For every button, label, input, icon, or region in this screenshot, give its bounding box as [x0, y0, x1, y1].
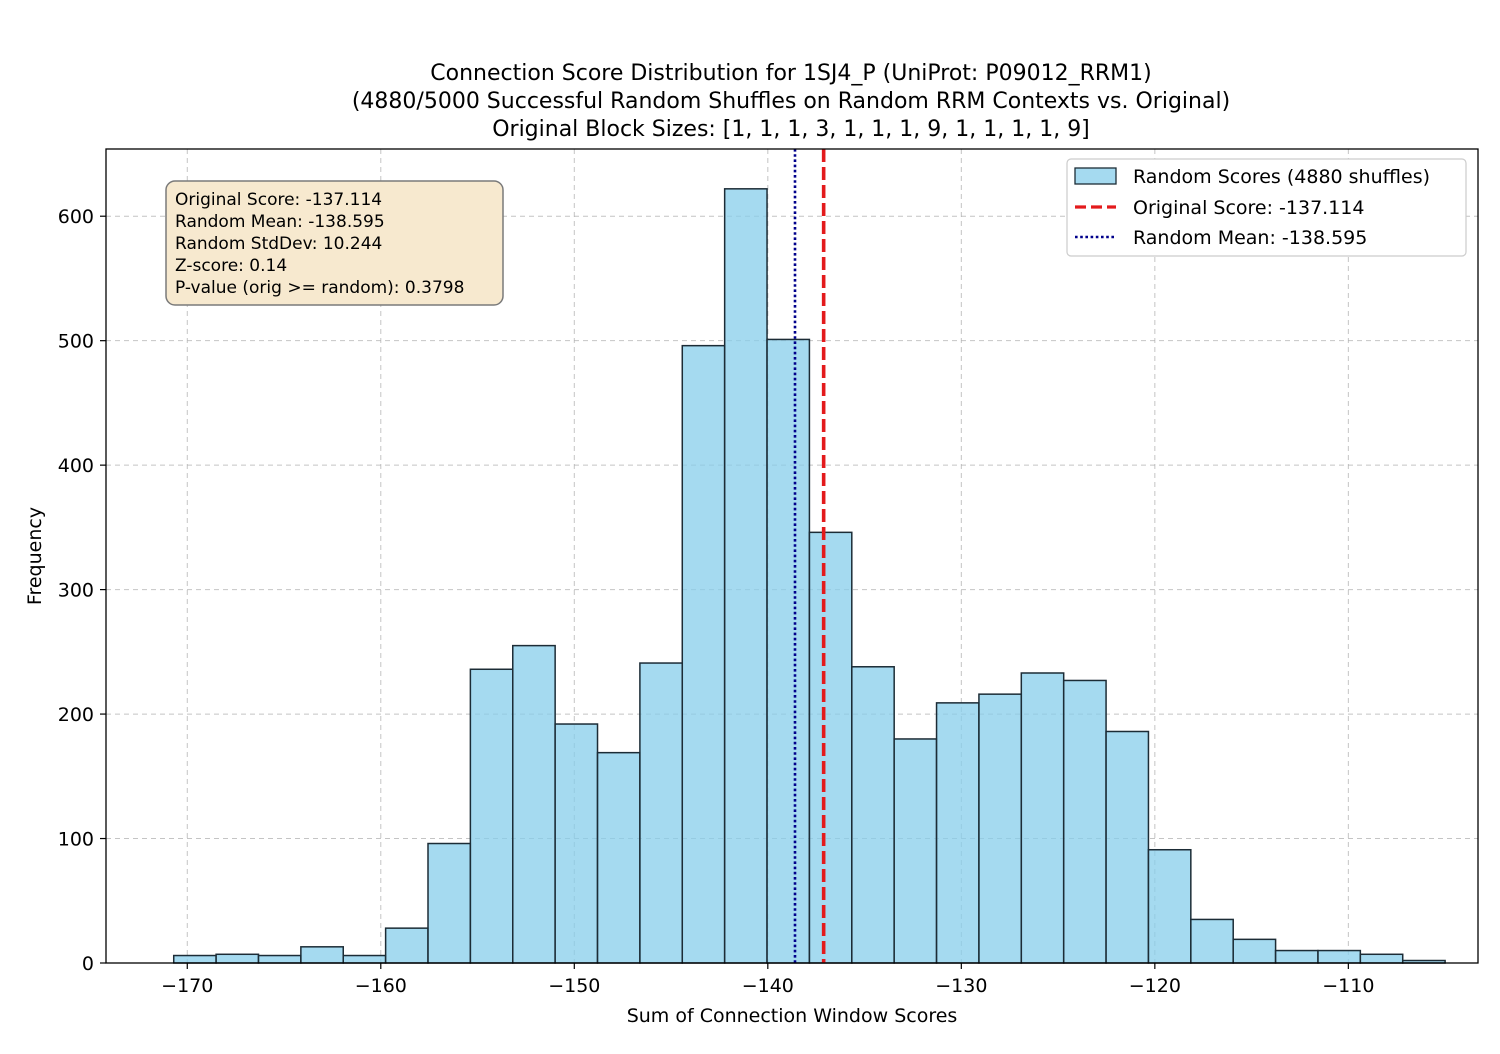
stats-line-original: Original Score: -137.114: [175, 190, 382, 210]
y-tick-label: 100: [58, 829, 94, 851]
x-tick-label: −110: [1322, 975, 1374, 997]
histogram-bar: [681, 344, 726, 964]
plot-frame: [105, 148, 1479, 964]
legend-frame: [1066, 158, 1467, 257]
histogram-bar: [1190, 918, 1234, 964]
x-tick-label: −150: [548, 975, 600, 997]
histogram-bar: [1359, 953, 1404, 964]
histogram-bar: [639, 662, 684, 964]
stats-line-pvalue: P-value (orig >= random): 0.3798: [175, 278, 464, 298]
histogram-bar: [257, 954, 302, 964]
histogram-bar: [469, 668, 514, 964]
y-tick-label: 0: [82, 953, 94, 975]
histogram-bar: [1232, 938, 1277, 964]
histogram-bar: [851, 666, 895, 964]
histogram-bar: [978, 693, 1023, 964]
histogram-bar: [1062, 679, 1107, 964]
title-line-2: (4880/5000 Successful Random Shuffles on…: [352, 89, 1230, 114]
title-line-3: Original Block Sizes: [1, 1, 1, 3, 1, 1,…: [492, 117, 1090, 142]
stats-line-mean: Random Mean: -138.595: [175, 212, 385, 232]
legend-label-random: Random Scores (4880 shuffles): [1133, 166, 1430, 188]
histogram-bar: [1274, 949, 1319, 964]
y-axis-label: Frequency: [24, 507, 46, 605]
histogram-bar: [215, 953, 260, 964]
histogram-bar: [342, 954, 387, 964]
histogram-bars: [172, 188, 1446, 964]
y-tick-label: 300: [58, 580, 94, 602]
legend: Random Scores (4880 shuffles) Original S…: [1066, 158, 1467, 257]
histogram-bar: [300, 946, 344, 964]
stats-box-background: [165, 180, 504, 306]
histogram-bar: [1105, 730, 1150, 964]
histogram-bar: [384, 927, 429, 964]
histogram-bar: [808, 531, 853, 964]
legend-label-mean: Random Mean: -138.595: [1133, 227, 1367, 249]
x-tick-label: −170: [161, 975, 213, 997]
stats-box: Original Score: -137.114 Random Mean: -1…: [165, 180, 504, 306]
x-tick-label: −130: [935, 975, 987, 997]
stats-line-stddev: Random StdDev: 10.244: [175, 234, 382, 254]
y-tick-label: 600: [58, 206, 94, 228]
title-line-1: Connection Score Distribution for 1SJ4_P…: [430, 61, 1151, 86]
histogram-bar: [893, 738, 938, 964]
histogram-bar: [596, 751, 641, 964]
stats-line-zscore: Z-score: 0.14: [175, 256, 287, 276]
histogram-bar: [723, 188, 768, 964]
histogram-bar: [1147, 848, 1192, 964]
legend-swatch-random: [1074, 167, 1117, 185]
y-tick-label: 200: [58, 704, 94, 726]
axis-ticks: −170 −160 −150 −140 −130 −120 −110 0 100 200 300 40…: [58, 206, 1375, 997]
x-axis-label: Sum of Connection Window Scores: [627, 1005, 958, 1027]
histogram-bar: [512, 644, 556, 964]
histogram-bar: [427, 842, 472, 964]
histogram-bar: [554, 723, 599, 964]
histogram-bar: [1317, 949, 1362, 964]
y-tick-label: 400: [58, 455, 94, 477]
x-tick-label: −160: [355, 975, 407, 997]
y-tick-label: 500: [58, 331, 94, 353]
x-tick-label: −140: [742, 975, 794, 997]
chart-title: Connection Score Distribution for 1SJ4_P…: [352, 61, 1230, 142]
histogram-bar: [766, 338, 811, 964]
histogram-bar: [935, 702, 980, 964]
histogram-bar: [172, 954, 217, 964]
reference-lines: [793, 149, 826, 963]
legend-label-original: Original Score: -137.114: [1133, 197, 1364, 219]
histogram-bar: [1020, 672, 1065, 964]
x-tick-label: −120: [1129, 975, 1181, 997]
